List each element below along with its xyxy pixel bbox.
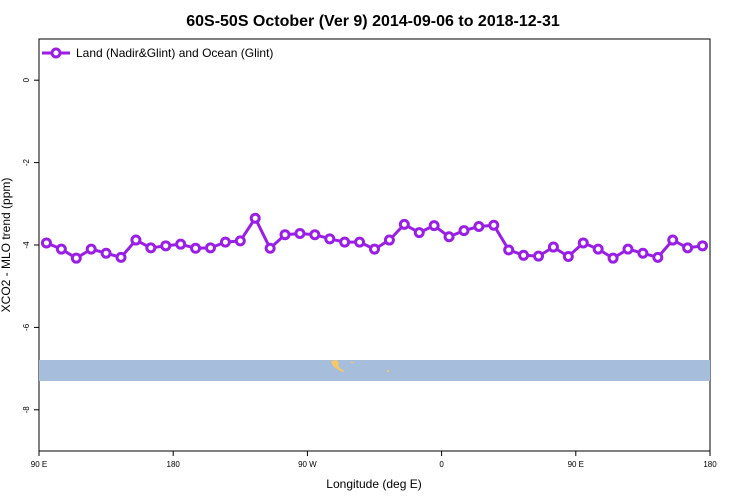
x-tick-label: 90 W	[298, 460, 317, 469]
map-strip-land-speck	[351, 362, 354, 363]
legend: Land (Nadir&Glint) and Ocean (Glint)	[42, 46, 273, 60]
map-strip	[39, 360, 710, 381]
y-tick-label: -4	[22, 241, 31, 249]
data-point	[190, 242, 202, 254]
data-point	[70, 252, 82, 264]
data-point	[40, 237, 52, 249]
y-axis-label: XCO2 - MLO trend (ppm)	[0, 178, 13, 313]
data-point	[234, 235, 246, 247]
y-tick-label: -2	[22, 158, 31, 166]
data-point	[652, 251, 664, 263]
y-tick-label: -6	[22, 323, 31, 331]
data-point	[488, 219, 500, 231]
data-point	[383, 234, 395, 246]
data-point	[533, 250, 545, 262]
chart-title: 60S-50S October (Ver 9) 2014-09-06 to 20…	[186, 13, 560, 30]
data-point	[413, 227, 425, 239]
x-axis-label: Longitude (deg E)	[326, 477, 421, 491]
x-axis: 90 E 180 90 W 0 90 E 180	[31, 451, 717, 469]
data-point	[55, 243, 67, 255]
data-point	[503, 244, 515, 256]
data-point	[622, 243, 634, 255]
x-tick-label: 90 E	[31, 460, 47, 469]
data-point	[577, 237, 589, 249]
x-tick-label: 90 E	[568, 460, 584, 469]
data-point	[264, 242, 276, 254]
data-point	[249, 212, 261, 224]
data-point	[458, 225, 470, 237]
data-point	[443, 231, 455, 243]
data-point	[115, 251, 127, 263]
series-layer	[40, 212, 709, 264]
data-point	[204, 242, 216, 254]
data-point	[85, 243, 97, 255]
data-point	[473, 220, 485, 232]
x-tick-label: 180	[703, 460, 717, 469]
data-point	[279, 229, 291, 241]
map-strip-ocean	[39, 360, 710, 381]
data-point	[130, 234, 142, 246]
data-point	[547, 241, 559, 253]
data-point	[562, 251, 574, 263]
x-tick-label: 0	[439, 460, 444, 469]
legend-label: Land (Nadir&Glint) and Ocean (Glint)	[76, 46, 273, 60]
data-point	[637, 247, 649, 259]
data-point	[398, 218, 410, 230]
data-point	[369, 243, 380, 255]
map-strip-land-speck	[387, 370, 389, 372]
legend-marker	[50, 47, 62, 59]
data-point	[294, 227, 306, 239]
data-point	[160, 240, 172, 252]
data-point	[175, 238, 187, 250]
data-point	[682, 242, 694, 254]
data-point	[428, 220, 440, 232]
y-axis: 0 -2 -4 -6 -8	[22, 77, 39, 413]
map-strip-land	[331, 360, 345, 372]
data-point	[607, 252, 619, 264]
y-tick-label: -8	[22, 406, 31, 414]
data-point	[219, 236, 231, 248]
data-point	[667, 234, 679, 246]
data-point	[309, 229, 321, 241]
data-point	[339, 236, 351, 248]
data-point	[518, 249, 530, 261]
x-tick-label: 180	[167, 460, 181, 469]
data-point	[592, 243, 604, 255]
data-point	[324, 233, 336, 245]
data-point	[697, 240, 709, 252]
data-point	[145, 242, 157, 254]
y-tick-label: 0	[22, 77, 31, 82]
data-point	[100, 247, 112, 259]
data-point	[354, 236, 366, 248]
